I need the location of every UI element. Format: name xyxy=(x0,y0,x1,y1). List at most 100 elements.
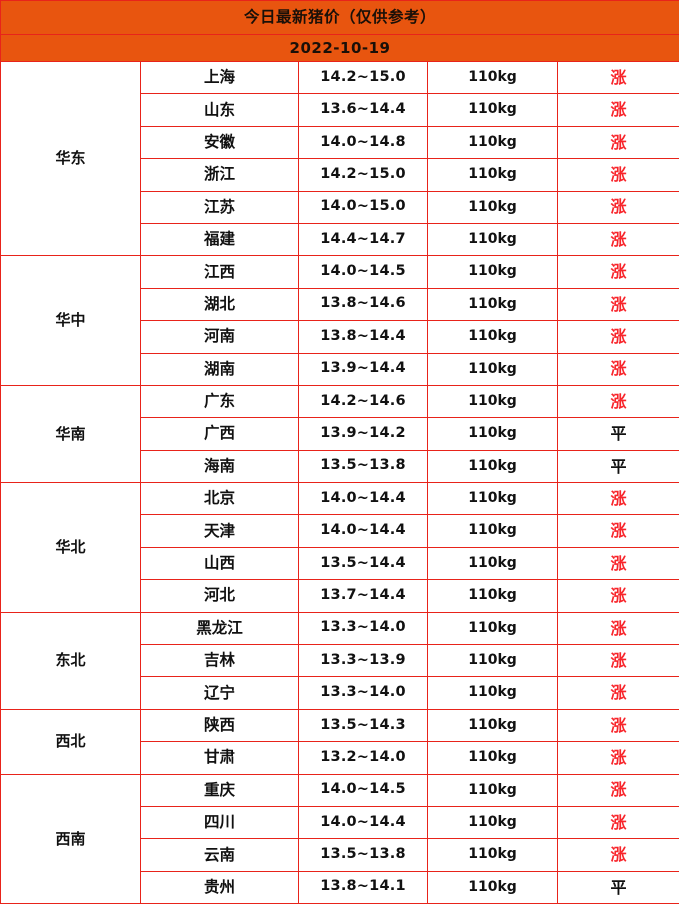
trend-cell: 涨 xyxy=(558,483,679,515)
weight-cell: 110kg xyxy=(428,742,558,774)
price-cell: 14.2~15.0 xyxy=(299,159,428,191)
price-cell: 13.5~14.3 xyxy=(299,709,428,741)
region-cell: 华中 xyxy=(1,256,141,386)
price-cell: 13.3~14.0 xyxy=(299,677,428,709)
weight-cell: 110kg xyxy=(428,321,558,353)
trend-cell: 涨 xyxy=(558,547,679,579)
weight-cell: 110kg xyxy=(428,62,558,94)
weight-cell: 110kg xyxy=(428,94,558,126)
price-cell: 13.3~14.0 xyxy=(299,612,428,644)
price-cell: 13.5~14.4 xyxy=(299,547,428,579)
weight-cell: 110kg xyxy=(428,126,558,158)
price-cell: 13.9~14.4 xyxy=(299,353,428,385)
weight-cell: 110kg xyxy=(428,385,558,417)
price-cell: 14.0~14.4 xyxy=(299,515,428,547)
trend-cell: 涨 xyxy=(558,385,679,417)
province-cell: 广西 xyxy=(141,418,299,450)
region-cell: 华北 xyxy=(1,483,141,613)
region-cell: 西北 xyxy=(1,709,141,774)
region-cell: 华东 xyxy=(1,62,141,256)
province-cell: 黑龙江 xyxy=(141,612,299,644)
province-cell: 四川 xyxy=(141,806,299,838)
table-date-row: 2022-10-19 xyxy=(1,35,679,62)
region-cell: 华南 xyxy=(1,385,141,482)
price-cell: 13.8~14.4 xyxy=(299,321,428,353)
weight-cell: 110kg xyxy=(428,871,558,903)
price-cell: 14.0~14.4 xyxy=(299,483,428,515)
province-cell: 山西 xyxy=(141,547,299,579)
price-cell: 14.0~14.8 xyxy=(299,126,428,158)
trend-cell: 涨 xyxy=(558,191,679,223)
trend-cell: 涨 xyxy=(558,288,679,320)
weight-cell: 110kg xyxy=(428,450,558,482)
province-cell: 江苏 xyxy=(141,191,299,223)
price-cell: 14.0~14.5 xyxy=(299,256,428,288)
province-cell: 湖北 xyxy=(141,288,299,320)
weight-cell: 110kg xyxy=(428,839,558,871)
province-cell: 山东 xyxy=(141,94,299,126)
price-cell: 14.0~14.4 xyxy=(299,806,428,838)
weight-cell: 110kg xyxy=(428,191,558,223)
trend-cell: 平 xyxy=(558,871,679,903)
weight-cell: 110kg xyxy=(428,159,558,191)
province-cell: 贵州 xyxy=(141,871,299,903)
trend-cell: 涨 xyxy=(558,62,679,94)
price-cell: 13.7~14.4 xyxy=(299,580,428,612)
province-cell: 河北 xyxy=(141,580,299,612)
province-cell: 甘肃 xyxy=(141,742,299,774)
province-cell: 辽宁 xyxy=(141,677,299,709)
weight-cell: 110kg xyxy=(428,806,558,838)
region-cell: 东北 xyxy=(1,612,141,709)
price-cell: 13.5~13.8 xyxy=(299,450,428,482)
province-cell: 重庆 xyxy=(141,774,299,806)
province-cell: 福建 xyxy=(141,223,299,255)
trend-cell: 平 xyxy=(558,418,679,450)
province-cell: 云南 xyxy=(141,839,299,871)
weight-cell: 110kg xyxy=(428,677,558,709)
trend-cell: 涨 xyxy=(558,774,679,806)
weight-cell: 110kg xyxy=(428,483,558,515)
weight-cell: 110kg xyxy=(428,515,558,547)
province-cell: 湖南 xyxy=(141,353,299,385)
trend-cell: 涨 xyxy=(558,321,679,353)
price-cell: 14.0~14.5 xyxy=(299,774,428,806)
report-date: 2022-10-19 xyxy=(1,35,679,62)
trend-cell: 涨 xyxy=(558,645,679,677)
region-cell: 西南 xyxy=(1,774,141,904)
trend-cell: 涨 xyxy=(558,709,679,741)
trend-cell: 涨 xyxy=(558,94,679,126)
province-cell: 广东 xyxy=(141,385,299,417)
weight-cell: 110kg xyxy=(428,418,558,450)
province-cell: 陕西 xyxy=(141,709,299,741)
province-cell: 江西 xyxy=(141,256,299,288)
trend-cell: 涨 xyxy=(558,223,679,255)
trend-cell: 涨 xyxy=(558,742,679,774)
trend-cell: 涨 xyxy=(558,353,679,385)
price-cell: 13.8~14.1 xyxy=(299,871,428,903)
province-cell: 海南 xyxy=(141,450,299,482)
trend-cell: 涨 xyxy=(558,806,679,838)
province-cell: 天津 xyxy=(141,515,299,547)
trend-cell: 涨 xyxy=(558,839,679,871)
province-cell: 上海 xyxy=(141,62,299,94)
price-cell: 13.3~13.9 xyxy=(299,645,428,677)
weight-cell: 110kg xyxy=(428,547,558,579)
trend-cell: 涨 xyxy=(558,677,679,709)
province-cell: 河南 xyxy=(141,321,299,353)
price-cell: 13.9~14.2 xyxy=(299,418,428,450)
trend-cell: 涨 xyxy=(558,580,679,612)
price-cell: 14.2~14.6 xyxy=(299,385,428,417)
weight-cell: 110kg xyxy=(428,223,558,255)
price-cell: 13.8~14.6 xyxy=(299,288,428,320)
weight-cell: 110kg xyxy=(428,353,558,385)
price-cell: 13.5~13.8 xyxy=(299,839,428,871)
